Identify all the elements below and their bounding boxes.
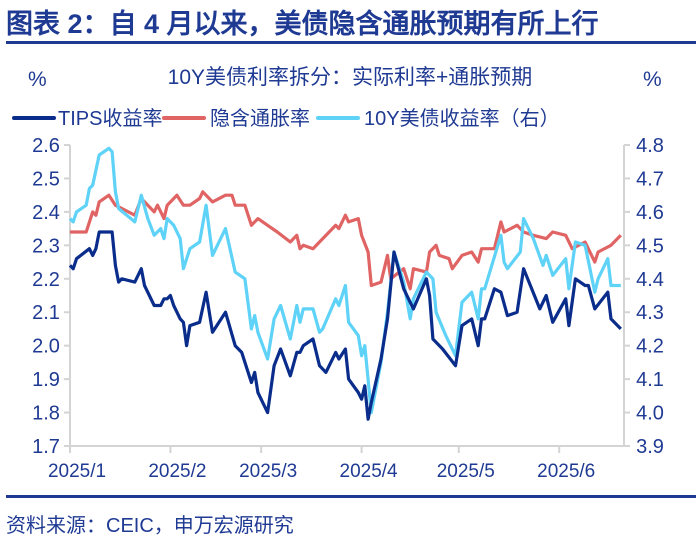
plot-lines <box>68 146 622 421</box>
y-tick-label-right: 4.6 <box>636 202 664 224</box>
y-tick-label-left: 2.2 <box>32 269 60 291</box>
y-tick-label-left: 2.0 <box>32 336 60 358</box>
y-tick-label-right: 4.5 <box>636 235 664 257</box>
left-axis-unit: % <box>28 68 47 91</box>
x-tick-label: 2025/4 <box>340 461 399 482</box>
legend-label-0: TIPS收益率 <box>58 107 162 130</box>
y-tick-label-left: 2.1 <box>32 302 60 324</box>
y-tick-label-left: 2.6 <box>32 135 60 157</box>
right-axis-unit: % <box>643 68 662 91</box>
y-tick-label-left: 1.7 <box>32 436 60 458</box>
y-tick-label-right: 4.3 <box>636 302 664 324</box>
x-tick-label: 2025/2 <box>148 461 206 482</box>
y-tick-label-left: 2.4 <box>32 202 60 224</box>
bottom-rule <box>6 495 696 498</box>
x-tick-label: 2025/6 <box>537 461 595 482</box>
y-tick-label-left: 2.5 <box>32 168 60 190</box>
y-tick-label-left: 1.9 <box>32 369 60 391</box>
x-tick-label: 2025/1 <box>48 461 106 482</box>
series-line-0 <box>68 230 622 421</box>
y-tick-label-left: 1.8 <box>32 403 60 425</box>
source-note: 资料来源：CEIC，申万宏源研究 <box>6 514 294 537</box>
legend-label-1: 隐含通胀率 <box>210 107 310 130</box>
y-tick-label-right: 4.7 <box>636 168 664 190</box>
series-line-2 <box>68 146 621 415</box>
series-line-1 <box>70 190 622 291</box>
title-underline <box>6 41 696 44</box>
y-tick-label-right: 4.8 <box>636 135 664 157</box>
y-tick-label-right: 4.4 <box>636 269 664 291</box>
figure-title: 图表 2：自 4 月以来，美债隐含通胀预期有所上行 <box>6 8 599 39</box>
legend: TIPS收益率 隐含通胀率 10Y美债收益率（右） <box>12 107 560 130</box>
y-tick-label-right: 3.9 <box>636 436 664 458</box>
y-tick-label-right: 4.1 <box>636 369 664 391</box>
y-tick-label-right: 4.2 <box>636 336 664 358</box>
axes: 2.6 2.5 2.4 2.3 2.2 2.1 2.0 1.9 1.8 1.7 4.8 4.7 4.6 4… <box>32 135 664 482</box>
x-tick-label: 2025/5 <box>437 461 495 482</box>
y-tick-label-right: 4.0 <box>636 403 664 425</box>
chart-title: 10Y美债利率拆分：实际利率+通胀预期 <box>168 66 533 89</box>
legend-label-2: 10Y美债收益率（右） <box>364 107 560 130</box>
x-tick-label: 2025/3 <box>239 461 297 482</box>
y-tick-label-left: 2.3 <box>32 235 60 257</box>
